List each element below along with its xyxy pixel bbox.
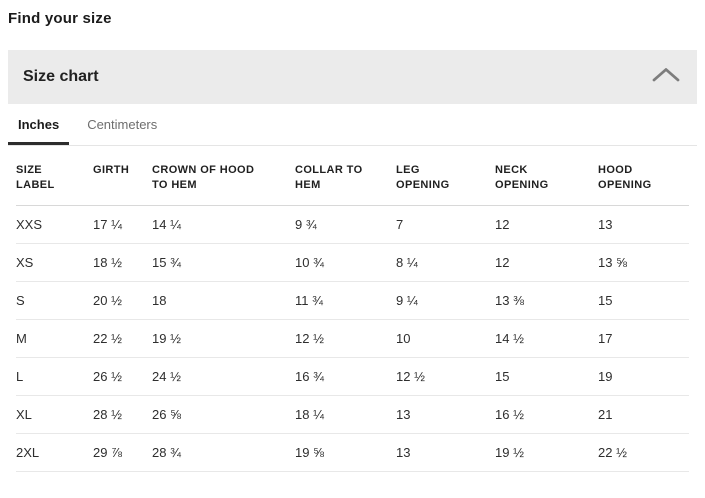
value-cell: 17 xyxy=(598,319,689,358)
value-cell: 11 ¾ xyxy=(295,281,396,320)
value-cell: 18 ½ xyxy=(93,243,152,282)
value-cell: 13 xyxy=(396,395,495,434)
value-cell: 13 xyxy=(598,205,689,244)
value-cell: 14 ½ xyxy=(495,319,598,358)
value-cell: 12 ½ xyxy=(396,357,495,396)
column-header-collar-to-hem: COLLAR TO HEM xyxy=(295,163,396,206)
column-header-leg-opening: LEG OPENING xyxy=(396,163,495,206)
value-cell: 17 ¼ xyxy=(93,205,152,244)
value-cell: 26 ⅝ xyxy=(152,395,295,434)
row-s: S 20 ½ 18 11 ¾ 9 ¼ 13 ⅜ 15 xyxy=(16,281,689,320)
value-cell: 16 ½ xyxy=(495,395,598,434)
value-cell: 9 ¾ xyxy=(295,205,396,244)
value-cell: 22 ½ xyxy=(93,319,152,358)
column-header-size-label: SIZE LABEL xyxy=(16,163,93,206)
chevron-up-icon[interactable] xyxy=(651,66,681,88)
size-label-cell: XXS xyxy=(16,205,93,244)
row-xl: XL 28 ½ 26 ⅝ 18 ¼ 13 16 ½ 21 xyxy=(16,395,689,434)
size-label-cell: L xyxy=(16,357,93,396)
value-cell: 13 ⅝ xyxy=(598,243,689,282)
column-header-crown-of-hood-to-hem: CROWN OF HOOD TO HEM xyxy=(152,163,295,206)
size-label-cell: XS xyxy=(16,243,93,282)
row-xxs: XXS 17 ¼ 14 ¼ 9 ¾ 7 12 13 xyxy=(16,205,689,244)
value-cell: 20 ½ xyxy=(93,281,152,320)
value-cell: 8 ¼ xyxy=(396,243,495,282)
value-cell: 22 ½ xyxy=(598,433,689,472)
value-cell: 12 ½ xyxy=(295,319,396,358)
value-cell: 29 ⅞ xyxy=(93,433,152,472)
value-cell: 12 xyxy=(495,205,598,244)
value-cell: 26 ½ xyxy=(93,357,152,396)
value-cell: 10 xyxy=(396,319,495,358)
row-l: L 26 ½ 24 ½ 16 ¾ 12 ½ 15 19 xyxy=(16,357,689,396)
page-title: Find your size xyxy=(8,10,112,27)
size-label-cell: M xyxy=(16,319,93,358)
size-label-cell: 2XL xyxy=(16,433,93,472)
value-cell: 28 ½ xyxy=(93,395,152,434)
size-chart-accordion-header[interactable]: Size chart xyxy=(8,50,697,104)
size-label-cell: XL xyxy=(16,395,93,434)
value-cell: 18 ¼ xyxy=(295,395,396,434)
size-chart-title: Size chart xyxy=(23,68,99,85)
column-header-girth: GIRTH xyxy=(93,163,152,206)
value-cell: 9 ¼ xyxy=(396,281,495,320)
value-cell: 15 ¾ xyxy=(152,243,295,282)
value-cell: 21 xyxy=(598,395,689,434)
value-cell: 19 ½ xyxy=(495,433,598,472)
column-header-hood-opening: HOOD OPENING xyxy=(598,163,689,206)
row-m: M 22 ½ 19 ½ 12 ½ 10 14 ½ 17 xyxy=(16,319,689,358)
value-cell: 19 ½ xyxy=(152,319,295,358)
value-cell: 14 ¼ xyxy=(152,205,295,244)
tab-inches[interactable]: Inches xyxy=(8,104,70,145)
size-label-cell: S xyxy=(16,281,93,320)
value-cell: 10 ¾ xyxy=(295,243,396,282)
table-header-row: SIZE LABEL GIRTH CROWN OF HOOD TO HEM CO… xyxy=(16,163,689,206)
value-cell: 19 ⅝ xyxy=(295,433,396,472)
row-xs: XS 18 ½ 15 ¾ 10 ¾ 8 ¼ 12 13 ⅝ xyxy=(16,243,689,282)
value-cell: 7 xyxy=(396,205,495,244)
value-cell: 12 xyxy=(495,243,598,282)
value-cell: 13 ⅜ xyxy=(495,281,598,320)
value-cell: 16 ¾ xyxy=(295,357,396,396)
column-header-neck-opening: NECK OPENING xyxy=(495,163,598,206)
row-2xl: 2XL 29 ⅞ 28 ¾ 19 ⅝ 13 19 ½ 22 ½ xyxy=(16,433,689,472)
value-cell: 15 xyxy=(495,357,598,396)
size-chart-table: SIZE LABEL GIRTH CROWN OF HOOD TO HEM CO… xyxy=(16,163,689,472)
value-cell: 28 ¾ xyxy=(152,433,295,472)
value-cell: 15 xyxy=(598,281,689,320)
value-cell: 19 xyxy=(598,357,689,396)
unit-tabs: Inches Centimeters xyxy=(8,104,697,146)
value-cell: 24 ½ xyxy=(152,357,295,396)
value-cell: 18 xyxy=(152,281,295,320)
value-cell: 13 xyxy=(396,433,495,472)
tab-centimeters[interactable]: Centimeters xyxy=(77,104,167,145)
